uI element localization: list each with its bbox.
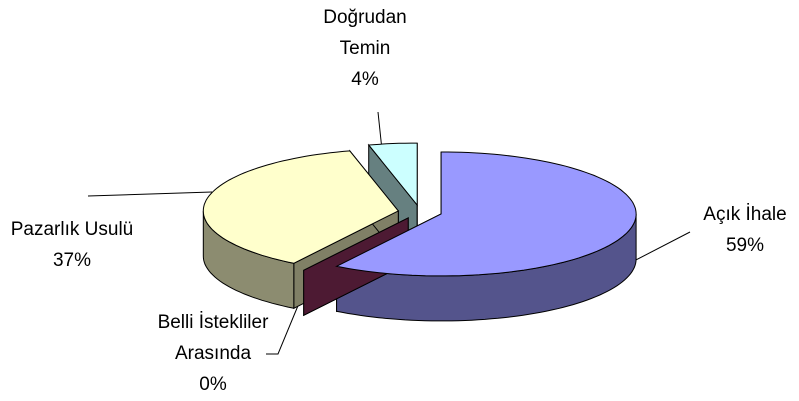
leader-line: [87, 191, 213, 197]
pie: [202, 142, 637, 322]
slice-top: [202, 150, 400, 264]
leader-line: [266, 295, 303, 355]
category-label: Belli İstekliler Arasında: [158, 312, 270, 364]
category-label: Pazarlık Usulü: [11, 219, 134, 240]
category-label: Doğrudan Temin: [323, 7, 406, 59]
value-label: 59%: [726, 235, 764, 256]
slice-top: [335, 151, 637, 277]
leader-line: [631, 231, 691, 263]
value-label: 37%: [53, 250, 91, 271]
category-label: Açık İhale: [703, 204, 786, 225]
slice-top: [367, 142, 418, 207]
value-label: 0%: [199, 374, 227, 395]
value-label: 4%: [351, 69, 379, 90]
